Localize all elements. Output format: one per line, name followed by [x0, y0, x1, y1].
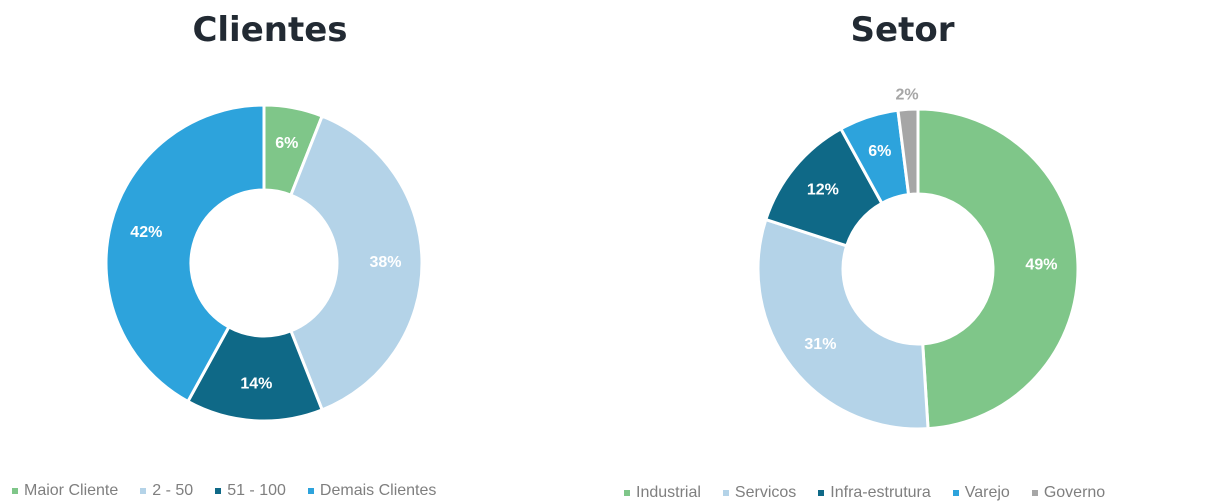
legend-item-varejo: Varejo [952, 484, 1010, 502]
slice-servicos [756, 217, 930, 431]
data-label-servicos: 31% [804, 336, 836, 353]
legend-label: 51 - 100 [227, 482, 286, 499]
legend-label: Demais Clientes [319, 482, 437, 499]
slice-2-50 [288, 114, 424, 412]
clientes-legend: Maior Cliente 2 - 50 51 - 100 Demais Client… [12, 482, 436, 500]
legend-swatch-icon [722, 490, 729, 496]
legend-item-servicos: Servicos [722, 484, 797, 502]
legend-label: Servicos [734, 484, 797, 501]
legend-swatch-icon [818, 490, 825, 496]
data-label-industrial: 49% [1025, 256, 1057, 273]
legend-label: Infra-estrutura [830, 484, 931, 501]
data-label-varejo: 6% [868, 143, 891, 160]
legend-label: Varejo [964, 484, 1010, 501]
legend-label: Maior Cliente [24, 482, 119, 499]
legend-item-2-50: 2 - 50 [140, 482, 193, 500]
legend-label: Governo [1043, 484, 1106, 501]
setor-panel: Setor 49% 31% 12% 6% 2% Industrial Servicos In… [600, 0, 1205, 502]
legend-swatch-icon [624, 490, 630, 496]
legend-swatch-icon [307, 488, 314, 494]
legend-swatch-icon [952, 490, 959, 496]
data-label-51-100: 14% [240, 375, 272, 392]
data-label-demais-clientes: 42% [130, 224, 162, 241]
legend-item-maior-cliente: Maior Cliente [12, 482, 118, 500]
setor-legend: Industrial Servicos Infra-estrutura Varejo G… [624, 484, 1105, 502]
legend-item-governo: Governo [1031, 484, 1106, 502]
setor-donut-chart: 49% 31% 12% 6% 2% [756, 87, 1080, 431]
data-label-governo: 2% [896, 87, 919, 104]
slice-demais-clientes [104, 103, 266, 404]
legend-swatch-icon [1031, 490, 1038, 496]
data-label-2-50: 38% [369, 254, 401, 271]
clientes-donut-chart: 6% 38% 14% 42% [104, 103, 424, 423]
legend-item-demais-clientes: Demais Clientes [307, 482, 437, 500]
legend-label: 2 - 50 [152, 482, 194, 499]
legend-item-51-100: 51 - 100 [215, 482, 286, 500]
chart-title: Clientes [192, 10, 348, 50]
legend-item-infra-estrutura: Infra-estrutura [818, 484, 931, 502]
slice-governo [896, 107, 920, 197]
chart-title: Setor [850, 10, 955, 50]
legend-item-industrial: Industrial [624, 484, 701, 502]
slice-industrial [916, 107, 1080, 431]
data-label-infra-estrutura: 12% [807, 181, 839, 198]
legend-swatch-icon [12, 488, 18, 494]
clientes-panel: Clientes 6% 38% 14% 42% Maior Cliente 2 - 50… [0, 0, 540, 502]
legend-swatch-icon [215, 488, 222, 494]
data-label-maior-cliente: 6% [275, 135, 298, 152]
legend-swatch-icon [140, 488, 147, 494]
legend-label: Industrial [636, 484, 701, 501]
